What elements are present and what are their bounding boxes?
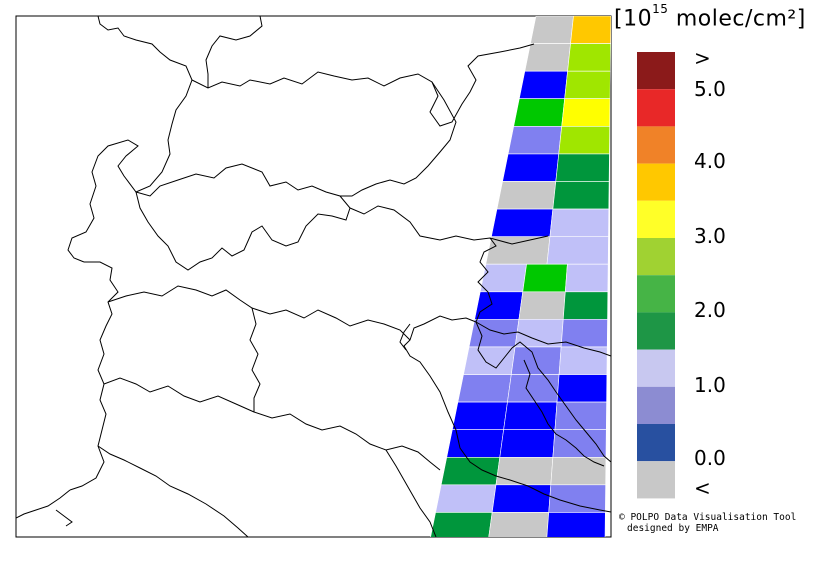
credit-line-1: © POLPO Data Visualisation Tool	[619, 512, 797, 523]
legend-tick-label: >	[694, 46, 711, 70]
border-italy-france	[69, 261, 119, 491]
legend-swatch	[637, 163, 675, 201]
border-italy-regions-2	[103, 377, 441, 471]
border-italy-regions-1	[107, 285, 411, 341]
legend-swatch	[637, 275, 675, 313]
coast-venice	[399, 323, 411, 351]
legend-swatch	[637, 312, 675, 350]
legend-swatch	[637, 126, 675, 164]
coast-islands-south	[55, 509, 73, 527]
swath-pixel	[488, 512, 550, 537]
border-italy-regions-3	[249, 307, 261, 412]
legend-swatch	[637, 349, 675, 387]
coast-croatia-islands	[523, 359, 605, 467]
legend-swatch	[637, 424, 675, 462]
coast-istria	[475, 321, 611, 463]
satellite-swath	[430, 16, 611, 537]
legend-unit-label: [1015 molec/cm²]	[614, 2, 806, 32]
legend-swatch	[637, 89, 675, 127]
border-austria-east	[340, 81, 457, 197]
legend-swatch	[637, 386, 675, 424]
border-italy-slovenia	[475, 237, 497, 323]
credit-text: © POLPO Data Visualisation Tool designed…	[619, 512, 796, 534]
legend-swatch	[637, 238, 675, 276]
country-borders	[16, 16, 611, 537]
legend-swatch	[637, 461, 675, 499]
border-france-north	[67, 16, 193, 263]
legend-tick-label: 5.0	[694, 77, 726, 101]
border-slovenia-croatia	[475, 321, 611, 357]
coast-italy-ligurian	[97, 445, 249, 537]
legend-swatch	[637, 200, 675, 238]
swath-pixel	[546, 512, 606, 537]
legend-tick-label: 4.0	[694, 149, 726, 173]
legend-tick-label: 3.0	[694, 224, 726, 248]
credit-line-2: designed by EMPA	[627, 523, 719, 534]
legend-swatch	[637, 52, 675, 90]
swath-pixel	[430, 512, 493, 537]
legend-tick-label: <	[694, 476, 711, 500]
legend-tick-label: 2.0	[694, 298, 726, 322]
coast-liguria-west	[16, 489, 71, 519]
border-germany-north	[205, 16, 263, 88]
border-switzerland	[135, 163, 351, 271]
border-germany-swiss-austria	[191, 43, 535, 127]
border-austria-italy	[349, 205, 549, 245]
legend-tick-label: 0.0	[694, 446, 726, 470]
legend-tick-label: 1.0	[694, 373, 726, 397]
border-italy-regions-4	[385, 449, 437, 537]
coast-italy-adriatic	[403, 315, 611, 513]
